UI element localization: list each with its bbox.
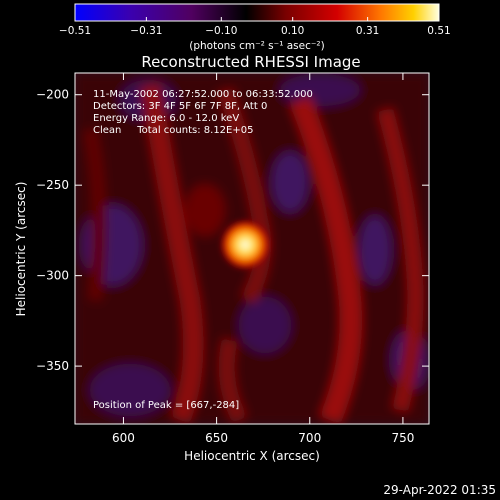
colorbar-tick-label: 0.10 [281,25,304,37]
colorbar-gradient [74,3,440,22]
x-axis-label: Heliocentric X (arcsec) [184,449,320,463]
colorbar-tick-label: −0.31 [130,25,162,37]
x-tick-label: 750 [391,431,414,445]
annotation-energy-range: Energy Range: 6.0 - 12.0 keV [93,113,239,124]
y-axis: −350 −300 −250 −200 [36,88,429,373]
chart-title: Reconstructed RHESSI Image [141,53,360,71]
colorbar-tick-label: 0.31 [356,25,379,37]
annotations: 11-May-2002 06:27:52.000 to 06:33:52.000… [93,89,313,411]
colorbar-unit-label: (photons cm⁻² s⁻¹ asec⁻²) [189,40,324,52]
annotation-detectors: Detectors: 3F 4F 5F 6F 7F 8F, Att 0 [93,101,267,112]
colorbar-tick-label: 0.51 [427,25,450,37]
y-tick-label: −200 [36,88,69,102]
peak-source [219,218,272,271]
y-axis-label: Heliocentric Y (arcsec) [14,182,28,317]
y-tick-label: −350 [36,359,69,373]
colorbar-tick-label: −0.10 [205,25,237,37]
annotation-time-range: 11-May-2002 06:27:52.000 to 06:33:52.000 [93,89,313,100]
colorbar-ticks: −0.51 −0.31 −0.10 0.10 0.31 0.51 [59,17,451,37]
colorbar: −0.51 −0.31 −0.10 0.10 0.31 0.51 (photons cm⁻… [59,3,451,52]
annotation-total-counts: Clean Total counts: 8.12E+05 [93,125,253,136]
annotation-peak-position: Position of Peak = [667,-284] [93,400,239,411]
colorbar-tick-label: −0.51 [59,25,91,37]
footer-timestamp: 29-Apr-2022 01:35 [383,483,496,497]
x-tick-label: 600 [112,431,135,445]
image-panel [75,73,429,424]
y-tick-label: −250 [36,178,69,192]
x-tick-label: 650 [205,431,228,445]
x-tick-label: 700 [298,431,321,445]
plot-frame [74,72,430,425]
x-axis: 600 650 700 750 [112,73,414,445]
y-tick-label: −300 [36,269,69,283]
